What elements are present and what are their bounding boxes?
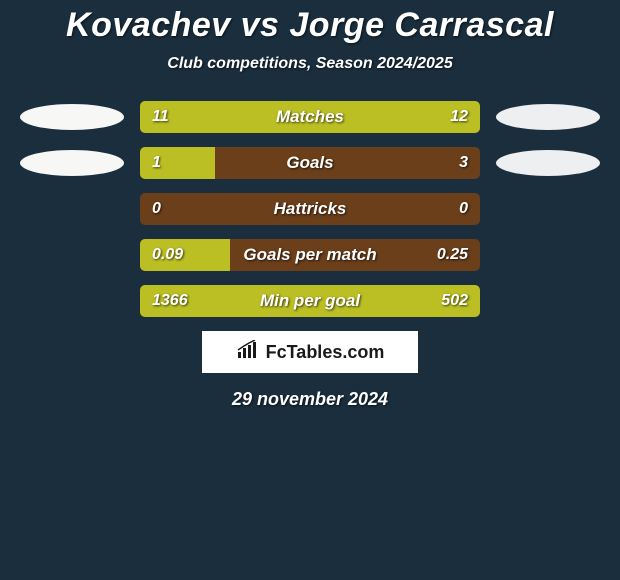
player-right-ellipse xyxy=(496,150,600,176)
stat-right-value: 3 xyxy=(459,154,468,172)
stat-left-value: 11 xyxy=(152,108,169,126)
stat-left-value: 0 xyxy=(152,200,161,218)
stat-label: Matches xyxy=(276,107,344,127)
stat-left-value: 1 xyxy=(152,154,161,172)
stat-label: Hattricks xyxy=(274,199,347,219)
stat-bar: 1 Goals 3 xyxy=(140,147,480,179)
stat-label: Goals per match xyxy=(243,245,376,265)
stat-row: 0.09 Goals per match 0.25 xyxy=(0,239,620,271)
stat-label: Min per goal xyxy=(260,291,360,311)
subtitle: Club competitions, Season 2024/2025 xyxy=(0,55,620,73)
player-left-ellipse xyxy=(20,104,124,130)
player-right-ellipse xyxy=(496,104,600,130)
page-title: Kovachev vs Jorge Carrascal xyxy=(0,6,620,45)
stat-row: 11 Matches 12 xyxy=(0,101,620,133)
stat-right-value: 12 xyxy=(450,108,468,126)
stat-row: 1366 Min per goal 502 xyxy=(0,285,620,317)
stat-right-value: 0 xyxy=(459,200,468,218)
stat-left-value: 1366 xyxy=(152,292,188,310)
stat-bar: 11 Matches 12 xyxy=(140,101,480,133)
stat-bar: 1366 Min per goal 502 xyxy=(140,285,480,317)
brand-box: FcTables.com xyxy=(202,331,418,373)
chart-icon xyxy=(236,340,262,365)
stat-row: 1 Goals 3 xyxy=(0,147,620,179)
stat-left-value: 0.09 xyxy=(152,246,183,264)
infographic-container: Kovachev vs Jorge Carrascal Club competi… xyxy=(0,0,620,410)
stat-row: 0 Hattricks 0 xyxy=(0,193,620,225)
brand-text: FcTables.com xyxy=(266,342,385,363)
stat-right-value: 0.25 xyxy=(437,246,468,264)
stat-bar: 0 Hattricks 0 xyxy=(140,193,480,225)
date: 29 november 2024 xyxy=(0,389,620,410)
player-left-ellipse xyxy=(20,150,124,176)
stat-label: Goals xyxy=(286,153,333,173)
stat-rows: 11 Matches 12 1 Goals 3 0 Hattricks 0 0.09 Goals p… xyxy=(0,101,620,317)
stat-right-value: 502 xyxy=(441,292,468,310)
stat-bar: 0.09 Goals per match 0.25 xyxy=(140,239,480,271)
